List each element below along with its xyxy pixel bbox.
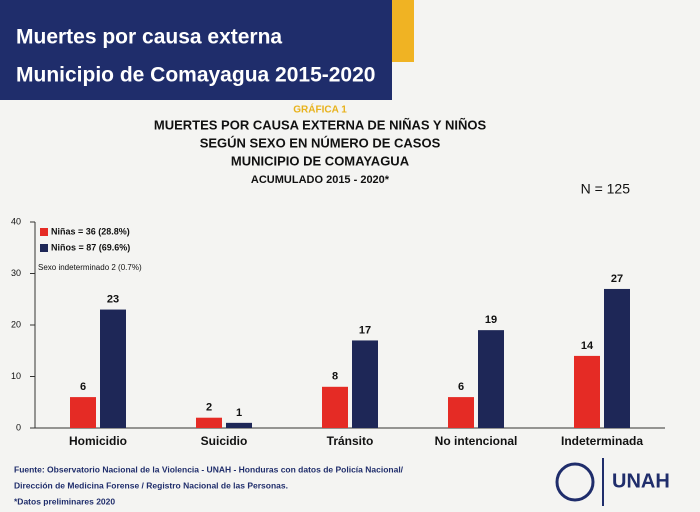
x-tick-label: Suicidio [201,434,248,448]
data-label: 27 [611,273,623,285]
data-label: 6 [458,381,464,393]
y-tick-label: 0 [16,422,21,432]
data-label: 19 [485,314,497,326]
data-label: 23 [107,293,119,305]
slide-title: Municipio de Comayagua 2015-2020 [16,64,375,87]
bar [70,397,96,428]
source-line: *Datos preliminares 2020 [14,496,115,506]
page: {"slide": {"title_lines": ["Muertes por … [0,0,700,512]
y-tick-label: 30 [11,268,21,278]
bar [352,340,378,428]
bar [574,356,600,428]
chart-subtitle: ACUMULADO 2015 - 2020* [251,174,390,186]
bar [226,423,252,428]
x-tick-label: Indeterminada [561,434,643,448]
legend-label: Niñas = 36 (28.8%) [51,226,130,236]
logo-text: UNAH [612,470,670,492]
banner-accent [392,0,414,62]
data-label: 14 [581,340,594,352]
bar [478,330,504,428]
chart-title: MUERTES POR CAUSA EXTERNA DE NIÑAS Y NIÑ… [154,117,487,132]
legend-swatch [40,228,48,236]
bar [604,289,630,428]
data-label: 2 [206,402,212,414]
source-line: Dirección de Medicina Forense / Registro… [14,480,288,490]
x-tick-label: No intencional [435,434,518,448]
bar [196,418,222,428]
data-label: 1 [236,407,242,419]
chart-title: SEGÚN SEXO EN NÚMERO DE CASOS [200,135,441,150]
figure-label: GRÁFICA 1 [293,103,347,116]
bar [100,310,126,428]
data-label: 8 [332,371,338,383]
x-tick-label: Tránsito [327,434,374,448]
chart-title: MUNICIPIO DE COMAYAGUA [231,153,410,168]
y-tick-label: 40 [11,216,21,226]
y-tick-label: 10 [11,371,21,381]
annotation: N = 125 [581,181,631,197]
legend-label: Niños = 87 (69.6%) [51,242,130,252]
legend-note: Sexo indeterminado 2 (0.7%) [38,263,142,272]
y-tick-label: 20 [11,319,21,329]
bar [448,397,474,428]
x-tick-label: Homicidio [69,434,127,448]
data-label: 6 [80,381,86,393]
slide-title: Muertes por causa externa [16,26,282,49]
legend-swatch [40,244,48,252]
bar [322,387,348,428]
data-label: 17 [359,324,371,336]
slide: Muertes por causa externa Municipio de C… [0,0,700,512]
source-line: Fuente: Observatorio Nacional de la Viol… [14,464,404,474]
